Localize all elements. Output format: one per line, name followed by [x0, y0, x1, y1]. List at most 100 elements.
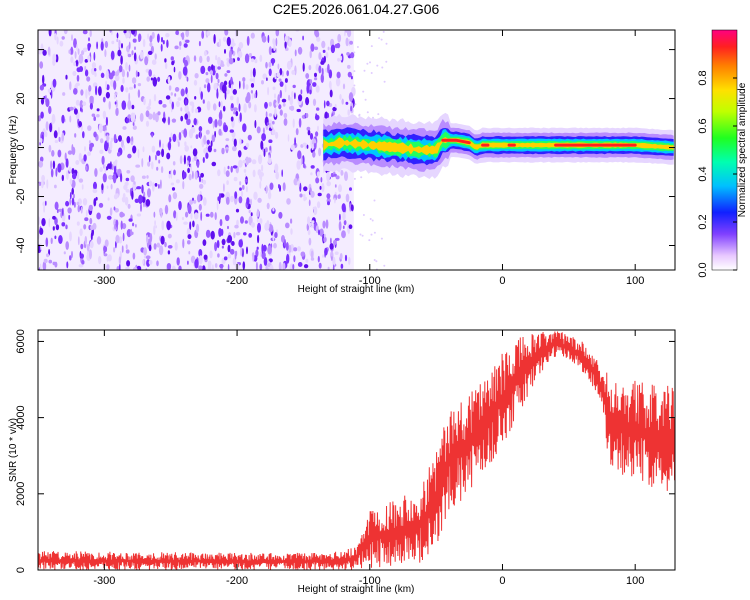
noise-speckle	[383, 80, 386, 83]
noise-speckle	[329, 243, 334, 250]
noise-speckle	[86, 243, 90, 252]
noise-speckle	[173, 210, 177, 219]
noise-speckle	[369, 61, 371, 64]
noise-speckle	[102, 110, 107, 120]
noise-speckle	[47, 88, 52, 93]
noise-speckle	[39, 141, 42, 146]
noise-speckle	[58, 126, 60, 135]
noise-speckle	[286, 60, 292, 70]
noise-speckle	[130, 228, 133, 236]
noise-speckle	[273, 99, 277, 108]
noise-speckle	[207, 107, 210, 111]
signal-peak-segment	[441, 138, 471, 145]
noise-speckle	[316, 107, 320, 111]
noise-speckle	[314, 72, 317, 78]
noise-speckle	[319, 185, 322, 190]
noise-speckle	[315, 131, 319, 137]
noise-speckle	[277, 94, 281, 104]
noise-speckle	[230, 165, 233, 173]
noise-speckle	[344, 254, 348, 262]
noise-speckle	[94, 68, 97, 72]
noise-speckle	[81, 50, 85, 56]
noise-speckle	[56, 36, 59, 45]
colorbar-ticks: 0.0 0.2 0.4 0.6 0.8	[697, 70, 737, 278]
noise-speckle	[202, 179, 207, 185]
noise-speckle	[132, 222, 135, 227]
noise-speckle	[195, 223, 200, 233]
noise-speckle	[126, 170, 131, 174]
noise-speckle	[81, 260, 85, 265]
noise-speckle	[126, 229, 132, 238]
noise-speckle	[327, 201, 330, 206]
noise-speckle	[92, 188, 98, 194]
noise-speckle	[350, 52, 355, 59]
noise-speckle	[202, 99, 205, 104]
noise-speckle	[101, 183, 104, 191]
noise-speckle	[39, 61, 44, 69]
noise-speckle	[174, 93, 177, 97]
noise-speckle	[190, 145, 193, 149]
noise-speckle	[287, 134, 290, 142]
noise-speckle	[353, 70, 356, 73]
noise-speckle	[96, 114, 100, 118]
noise-speckle	[98, 123, 103, 133]
noise-speckle	[185, 87, 188, 95]
noise-speckle	[294, 92, 296, 100]
noise-speckle	[118, 39, 121, 48]
noise-speckle	[325, 219, 329, 229]
noise-speckle	[158, 184, 160, 189]
noise-speckle	[380, 237, 383, 240]
noise-speckle	[232, 145, 237, 152]
noise-speckle	[250, 32, 255, 39]
noise-speckle	[118, 135, 122, 142]
noise-speckle	[364, 98, 367, 101]
noise-speckle	[296, 108, 301, 113]
noise-speckle	[243, 168, 247, 173]
noise-speckle	[41, 218, 46, 227]
colorbar: 0.0 0.2 0.4 0.6 0.8 Normalized spectral ampl…	[697, 29, 748, 278]
noise-speckle	[243, 103, 247, 113]
noise-speckle	[125, 244, 128, 250]
noise-speckle	[205, 152, 209, 159]
noise-speckle	[237, 57, 240, 61]
noise-speckle	[217, 118, 223, 127]
noise-speckle	[154, 220, 157, 226]
noise-speckle	[295, 128, 299, 136]
noise-speckle	[244, 53, 250, 64]
noise-speckle	[198, 255, 203, 265]
noise-speckle	[382, 30, 385, 33]
noise-speckle	[306, 126, 311, 131]
noise-speckle	[343, 220, 347, 226]
noise-speckle	[133, 181, 136, 185]
noise-speckle	[121, 43, 123, 49]
noise-speckle	[112, 173, 117, 184]
noise-speckle	[318, 65, 322, 74]
noise-speckle	[151, 182, 155, 192]
noise-speckle	[315, 85, 320, 93]
noise-speckle	[202, 265, 206, 270]
noise-speckle	[251, 222, 255, 228]
spectrogram-x-label: Height of straight line (km)	[298, 284, 415, 295]
noise-speckle	[235, 208, 240, 213]
noise-speckle	[123, 184, 128, 191]
noise-speckle	[326, 100, 330, 107]
noise-speckle	[298, 94, 303, 102]
noise-speckle	[371, 219, 374, 222]
noise-speckle	[151, 161, 154, 170]
noise-speckle	[192, 157, 194, 163]
noise-speckle	[178, 200, 182, 211]
noise-speckle	[348, 224, 353, 229]
noise-speckle	[189, 199, 194, 205]
noise-speckle	[62, 92, 66, 96]
noise-speckle	[224, 30, 227, 34]
noise-speckle	[233, 111, 236, 115]
noise-speckle	[145, 199, 151, 207]
noise-speckle	[106, 215, 112, 220]
noise-speckle	[218, 101, 221, 108]
noise-speckle	[222, 36, 227, 42]
noise-speckle	[264, 101, 268, 109]
noise-speckle	[222, 105, 226, 112]
noise-speckle	[207, 82, 211, 93]
noise-speckle	[69, 106, 74, 111]
noise-speckle	[236, 96, 240, 106]
